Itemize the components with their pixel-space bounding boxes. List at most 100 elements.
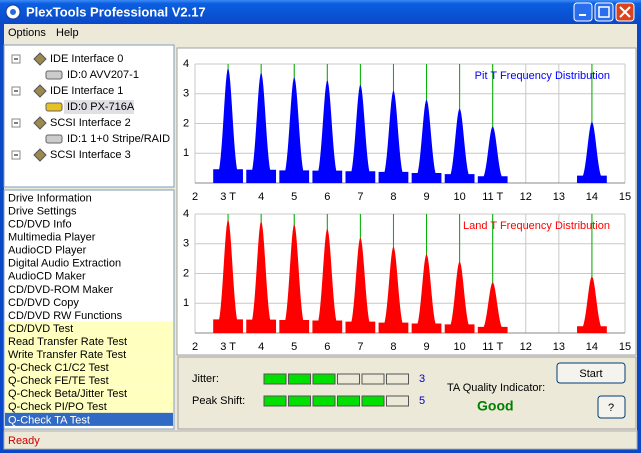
- function-item[interactable]: CD/DVD-ROM Maker: [8, 284, 113, 296]
- x-tick-label: 5: [291, 191, 297, 203]
- app-icon: [10, 9, 16, 15]
- x-tick-label: 15: [619, 341, 631, 353]
- x-tick-label: 6: [324, 341, 330, 353]
- function-item[interactable]: AudioCD Maker: [8, 271, 86, 283]
- tree-item[interactable]: SCSI Interface 2: [50, 117, 131, 129]
- border: [0, 24, 4, 453]
- tree-item[interactable]: ID:0 PX-716A: [67, 101, 135, 113]
- menu-item[interactable]: Help: [56, 27, 79, 39]
- button-label[interactable]: Start: [579, 368, 602, 380]
- meter-segment: [337, 373, 360, 385]
- meter-segment: [288, 373, 311, 385]
- list-highlight: [5, 373, 173, 387]
- y-tick-label: 4: [183, 58, 189, 70]
- meter-value: 3: [419, 373, 425, 385]
- distribution-peak: [444, 108, 475, 183]
- distribution-peak: [312, 228, 343, 333]
- tree-item[interactable]: IDE Interface 0: [50, 53, 123, 65]
- tree-item[interactable]: SCSI Interface 3: [50, 149, 131, 161]
- meter-value: 5: [419, 395, 425, 407]
- distribution-peak: [345, 84, 376, 183]
- border: [637, 24, 641, 453]
- x-tick-label: 7: [357, 341, 363, 353]
- x-tick-label: 8: [390, 341, 396, 353]
- x-tick-label: 4: [258, 191, 264, 203]
- help-button[interactable]: [597, 395, 626, 419]
- y-tick-label: 4: [183, 208, 189, 220]
- function-item[interactable]: Q-Check Beta/Jitter Test: [8, 388, 127, 400]
- function-item[interactable]: CD/DVD RW Functions: [8, 310, 123, 322]
- function-item[interactable]: Q-Check FE/TE Test: [8, 375, 109, 387]
- quality-label: TA Quality Indicator:: [447, 382, 545, 394]
- x-tick-label: 11 T: [482, 341, 503, 353]
- window-controls[interactable]: [573, 2, 635, 22]
- status-text: Ready: [8, 435, 40, 447]
- minimize-button[interactable]: [573, 2, 593, 22]
- meter-segment: [312, 395, 336, 407]
- x-tick-label: 11 T: [482, 191, 503, 203]
- button-label[interactable]: ?: [608, 402, 614, 414]
- tree-item[interactable]: ID:1 1+0 Stripe/RAID: [67, 133, 170, 145]
- x-tick-label: 5: [291, 341, 297, 353]
- function-item[interactable]: CD/DVD Info: [8, 219, 72, 231]
- x-tick-label: 7: [357, 191, 363, 203]
- function-item[interactable]: Write Transfer Rate Test: [8, 349, 126, 361]
- function-item[interactable]: Multimedia Player: [8, 232, 96, 244]
- y-tick-label: 3: [183, 88, 189, 100]
- y-tick-label: 1: [183, 147, 189, 159]
- list-highlight: [5, 334, 173, 348]
- distribution-peak: [577, 122, 607, 183]
- x-tick-label: 6: [324, 191, 330, 203]
- drive-icon: [45, 134, 63, 144]
- function-item[interactable]: Q-Check TA Test: [8, 414, 90, 426]
- x-tick-label: 3 T: [220, 191, 236, 203]
- distribution-peak: [444, 261, 475, 333]
- x-tick-label: 9: [423, 191, 429, 203]
- list-highlight: [5, 347, 173, 361]
- chart-title: Pit T Frequency Distribution: [475, 70, 610, 82]
- function-item[interactable]: Digital Audio Extraction: [8, 258, 121, 270]
- tree-item[interactable]: IDE Interface 1: [50, 85, 123, 97]
- x-tick-label: 10: [453, 341, 465, 353]
- y-tick-label: 2: [183, 267, 189, 279]
- start-button[interactable]: [556, 362, 626, 384]
- icon: [579, 14, 586, 16]
- distribution-peak: [477, 126, 508, 183]
- x-tick-label: 12: [520, 191, 532, 203]
- chart-panel: [176, 47, 637, 356]
- function-item[interactable]: CD/DVD Copy: [8, 297, 79, 309]
- window-title: PlexTools Professional V2.17: [26, 4, 206, 19]
- list-highlight: [5, 386, 173, 400]
- tree-item[interactable]: ID:0 AVV207-1: [67, 69, 139, 81]
- drive-icon: [45, 70, 63, 80]
- meter-label: Peak Shift:: [192, 395, 245, 407]
- function-item[interactable]: AudioCD Player: [8, 245, 87, 257]
- function-item[interactable]: Drive Information: [8, 192, 92, 204]
- meter-segment: [386, 395, 409, 407]
- meter-segment: [263, 395, 287, 407]
- x-tick-label: 12: [520, 341, 532, 353]
- title-bar: [0, 0, 641, 24]
- function-item[interactable]: Q-Check PI/PO Test: [8, 401, 107, 413]
- distribution-peak: [279, 77, 310, 183]
- distribution-peak: [577, 276, 607, 333]
- distribution-peak: [378, 90, 409, 183]
- function-item[interactable]: Read Transfer Rate Test: [8, 336, 127, 348]
- meter-segment: [288, 395, 311, 407]
- interface-icon: [33, 116, 47, 130]
- maximize-button[interactable]: [594, 2, 614, 22]
- distribution-peak: [213, 68, 243, 183]
- meter-segment: [312, 373, 336, 385]
- quality-value: Good: [477, 398, 514, 414]
- drive-icon: [45, 102, 63, 112]
- function-item[interactable]: CD/DVD Test: [8, 323, 73, 335]
- distribution-peak: [213, 219, 243, 333]
- icon: [598, 6, 610, 18]
- distribution-peak: [378, 246, 409, 333]
- function-item[interactable]: Drive Settings: [8, 205, 77, 217]
- status-bar: [3, 430, 638, 450]
- tree-selection: [64, 100, 134, 114]
- menu-item[interactable]: Options: [8, 27, 46, 39]
- function-item[interactable]: Q-Check C1/C2 Test: [8, 362, 109, 374]
